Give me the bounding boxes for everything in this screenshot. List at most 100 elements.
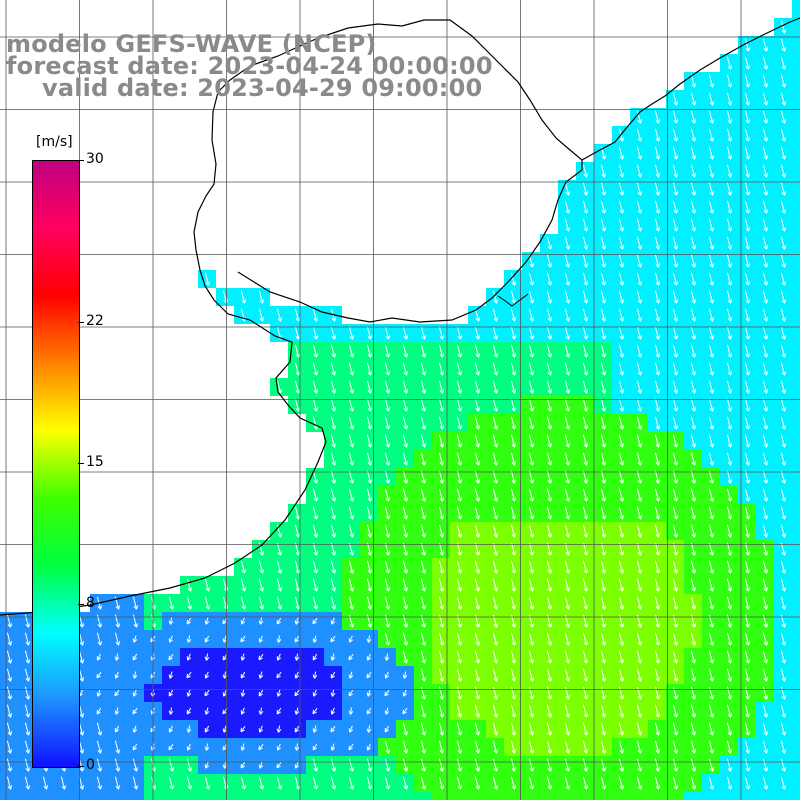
wind-arrow [312, 653, 318, 661]
wind-arrow [546, 524, 553, 538]
wind-arrow [600, 326, 607, 340]
wind-arrow [780, 290, 787, 304]
wind-arrow [654, 434, 661, 448]
wind-arrow [744, 650, 751, 664]
wind-speed-cell [792, 756, 800, 774]
wind-arrow [708, 578, 715, 592]
wind-arrow [708, 704, 715, 718]
wind-arrow [654, 470, 661, 484]
wind-arrow [366, 560, 373, 574]
wind-arrow [636, 218, 643, 232]
wind-arrow [726, 668, 733, 682]
wind-arrow [348, 362, 355, 376]
wind-arrow [492, 380, 499, 394]
wind-arrow [636, 164, 643, 178]
wind-arrow [726, 704, 733, 718]
wind-arrow [492, 452, 499, 466]
wind-arrow [654, 704, 661, 718]
wind-speed-cell [792, 18, 800, 36]
wind-arrow [762, 218, 769, 232]
wind-arrow [474, 398, 481, 412]
wind-arrow [708, 146, 715, 160]
wind-arrow [456, 596, 463, 610]
wind-arrow [348, 596, 355, 610]
wind-arrow [474, 668, 481, 682]
wind-arrow [780, 740, 787, 754]
wind-arrow [330, 326, 337, 340]
wind-arrow [474, 560, 481, 574]
wind-arrow [114, 725, 120, 733]
wind-arrow [330, 506, 337, 520]
wind-arrow [564, 218, 571, 232]
colorbar-tick-label: 8 [86, 595, 95, 612]
wind-arrow [474, 758, 481, 772]
wind-arrow [564, 596, 571, 610]
wind-arrow [474, 650, 481, 664]
wind-arrow [690, 344, 697, 358]
wind-arrow [708, 308, 715, 322]
wind-arrow [600, 668, 607, 682]
wind-speed-cell [792, 648, 800, 666]
wind-arrow [708, 668, 715, 682]
wind-arrow [582, 416, 589, 430]
wind-arrow [384, 758, 391, 772]
wind-arrow [546, 560, 553, 574]
wind-arrow [114, 671, 120, 679]
wind-arrow [672, 506, 679, 520]
wind-arrow [762, 164, 769, 178]
wind-arrow [168, 635, 174, 643]
wind-arrow [744, 344, 751, 358]
wind-arrow [456, 362, 463, 376]
wind-arrow [726, 632, 733, 646]
wind-arrow [582, 578, 589, 592]
wind-arrow [672, 110, 679, 124]
wind-arrow [636, 578, 643, 592]
wind-arrow [186, 617, 192, 625]
wind-arrow [636, 308, 643, 322]
wind-arrow [402, 380, 409, 394]
wind-arrow [528, 470, 535, 484]
wind-arrow [546, 488, 553, 502]
wind-arrow [744, 164, 751, 178]
wind-arrow [402, 524, 409, 538]
wind-speed-cell [792, 342, 800, 360]
wind-arrow [24, 722, 31, 736]
wind-arrow [6, 632, 13, 646]
wind-arrow [564, 398, 571, 412]
wind-arrow [636, 686, 643, 700]
wind-arrow [564, 236, 571, 250]
wind-arrow [492, 668, 499, 682]
wind-arrow [636, 722, 643, 736]
wind-arrow [348, 398, 355, 412]
wind-arrow [618, 398, 625, 412]
wind-arrow [258, 725, 264, 733]
wind-arrow [636, 470, 643, 484]
wind-arrow [582, 722, 589, 736]
wind-arrow [420, 488, 427, 502]
wind-arrow [402, 722, 409, 736]
wind-speed-cell [486, 792, 504, 800]
wind-arrow [600, 740, 607, 754]
wind-arrow [672, 398, 679, 412]
wind-arrow [294, 707, 300, 715]
wind-arrow [690, 200, 697, 214]
wind-arrow [726, 326, 733, 340]
wind-arrow [510, 488, 517, 502]
wind-speed-cell [252, 792, 270, 800]
wind-arrow [384, 506, 391, 520]
wind-speed-cell [792, 288, 800, 306]
wind-arrow [366, 689, 372, 697]
wind-arrow [618, 200, 625, 214]
wind-arrow [654, 344, 661, 358]
wind-arrow [492, 704, 499, 718]
wind-arrow [618, 596, 625, 610]
wind-arrow [708, 344, 715, 358]
wind-arrow [762, 722, 769, 736]
wind-arrow [708, 110, 715, 124]
wind-arrow [780, 326, 787, 340]
wind-arrow [744, 578, 751, 592]
wind-speed-cell [792, 234, 800, 252]
wind-arrow [258, 308, 265, 322]
wind-arrow [744, 740, 751, 754]
